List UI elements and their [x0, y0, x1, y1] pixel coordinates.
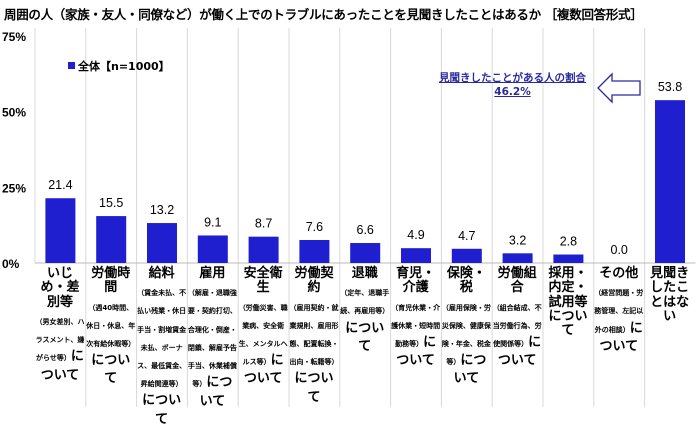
category-detail: （男女差別、ハラスメント、嫌がらせ等） — [35, 317, 85, 363]
bar-chart: 0% 25% 50% 75% 21.4 15.5 13.2 9.1 8.7 7.6 6.6 4.9 4.… — [2, 28, 696, 407]
category-suffix: について — [497, 334, 542, 369]
y-tick-label: 25% — [2, 181, 26, 195]
value-label: 6.6 — [357, 223, 374, 237]
category-suffix: について — [345, 320, 385, 354]
category-detail: （育児休業・介護休業・短時間勤務等） — [391, 303, 441, 348]
category-suffix: について — [91, 353, 131, 387]
category-label: いじめ・差別等 （男女差別、ハラスメント、嫌がらせ等）について — [35, 266, 85, 383]
category-suffix: について — [453, 353, 487, 387]
category-detail: （定年、退職手続、再雇用等） — [340, 289, 390, 316]
category-suffix: について — [142, 393, 182, 427]
left-arrow-icon — [597, 72, 641, 104]
category-main: 見聞きしたことはない — [650, 266, 690, 324]
value-label: 4.7 — [458, 229, 475, 243]
category-label: 労働時間 （週40時間、休日・休息、年次有給休暇等） について — [86, 266, 136, 387]
bar — [147, 223, 177, 263]
category-main: 育児・介護 — [396, 266, 436, 296]
category-detail: （解雇・退職強要・契約打切、合理化・倒産・閉鎖、解雇予告手当、休業補償等） — [187, 289, 237, 389]
category-main: 退職 — [351, 266, 378, 281]
chart-title: 周囲の人（家族・友人・同僚など）が働く上でのトラブルにあったことを見聞きしたこと… — [4, 7, 643, 22]
category-main: 労働時間 — [91, 266, 131, 296]
legend-label: 全体【n=1000】 — [78, 60, 170, 73]
category-detail: （労働災害、職業病、安全衛生、メンタルヘルス等） — [238, 303, 288, 367]
value-label: 3.2 — [509, 233, 526, 247]
category-main: 給料 — [148, 266, 175, 281]
category-label: 採用・内定・試用等について — [543, 266, 593, 339]
category-label: 給料 （賃金未払、不払い残業・休日手当・割増賃金未払、ボーナス、最低賃金、昇給関連… — [137, 266, 187, 427]
category-detail: （週40時間、休日・休息、年次有給休暇等） — [86, 303, 136, 348]
y-tick-label: 0% — [2, 257, 20, 271]
category-main: いじめ・差別等 — [40, 266, 80, 310]
value-label: 4.9 — [407, 228, 424, 242]
category-label: 労働契約 （雇用契約・就業規則、雇用形態、配置転換・出向・転籍等） について — [289, 266, 339, 405]
value-label: 21.4 — [48, 178, 72, 192]
value-label: 53.8 — [658, 80, 682, 94]
category-main: その他 — [599, 266, 639, 281]
category-detail: （経営問題・労務管理、左記以外の相談） — [594, 289, 644, 334]
category-label: その他 （経営問題・労務管理、左記以外の相談）について — [594, 266, 644, 354]
category-suffix: について — [599, 320, 643, 354]
bar — [502, 253, 533, 263]
bar — [45, 198, 76, 263]
category-main: 労働組合 — [497, 266, 537, 296]
bar — [451, 248, 482, 263]
category-suffix: について — [294, 371, 334, 405]
category-main: 雇用 — [199, 266, 226, 281]
y-tick-label: 50% — [2, 106, 26, 120]
bar — [655, 100, 685, 263]
bar — [248, 236, 279, 263]
legend-swatch — [68, 62, 75, 69]
annotation-text: 見聞きしたことがある人の割合 — [439, 72, 586, 84]
bar — [350, 243, 381, 263]
category-main: 採用・内定・試用等について — [548, 266, 588, 339]
bar — [96, 216, 127, 263]
category-detail: （賃金未払、不払い残業・休日手当・割増賃金未払、ボーナス、最低賃金、昇給関連等） — [137, 289, 187, 389]
bar — [197, 235, 228, 263]
category-label: 保険・税 （雇用保険・労災保険、健康保険・年金、税金等）について — [441, 266, 491, 387]
bar — [299, 239, 330, 263]
value-label: 2.8 — [560, 235, 577, 249]
category-main: 保険・税 — [446, 266, 486, 296]
value-label: 8.7 — [255, 217, 272, 231]
category-suffix: について — [40, 349, 84, 383]
category-label: 労働組合 （組合結成、不当労働行為、労使関係等）について — [492, 266, 542, 369]
category-label: 安全衛生 （労働災害、職業病、安全衛生、メンタルヘルス等）について — [238, 266, 288, 387]
bar — [401, 248, 431, 263]
value-label: 7.6 — [306, 220, 323, 234]
value-label: 13.2 — [150, 203, 174, 217]
category-detail: （雇用契約・就業規則、雇用形態、配置転換・出向・転籍等） — [289, 303, 339, 367]
category-suffix: について — [396, 334, 437, 369]
y-tick-label: 75% — [2, 30, 26, 44]
legend: 全体【n=1000】 — [68, 58, 170, 74]
annotation: 見聞きしたことがある人の割合 46.2% — [430, 71, 595, 99]
category-detail: （組合結成、不当労働行為、労使関係等） — [492, 303, 542, 348]
category-suffix: について — [243, 353, 284, 387]
category-suffix: について — [199, 375, 233, 409]
category-label: 育児・介護 （育児休業・介護休業・短時間勤務等）について — [391, 266, 441, 369]
category-detail: （雇用保険・労災保険、健康保険・年金、税金等） — [441, 303, 491, 367]
category-label: 見聞きしたことはない — [645, 266, 695, 324]
category-main: 安全衛生 — [243, 266, 283, 296]
category-label: 退職 （定年、退職手続、再雇用等） について — [340, 266, 390, 354]
value-label: 15.5 — [99, 196, 123, 210]
value-label: 0.0 — [611, 243, 628, 257]
category-label: 雇用 （解雇・退職強要・契約打切、合理化・倒産・閉鎖、解雇予告手当、休業補償等）に… — [187, 266, 237, 409]
annotation-value: 46.2% — [494, 86, 531, 99]
bar — [553, 254, 584, 263]
value-label: 9.1 — [204, 215, 221, 229]
category-main: 労働契約 — [294, 266, 334, 296]
